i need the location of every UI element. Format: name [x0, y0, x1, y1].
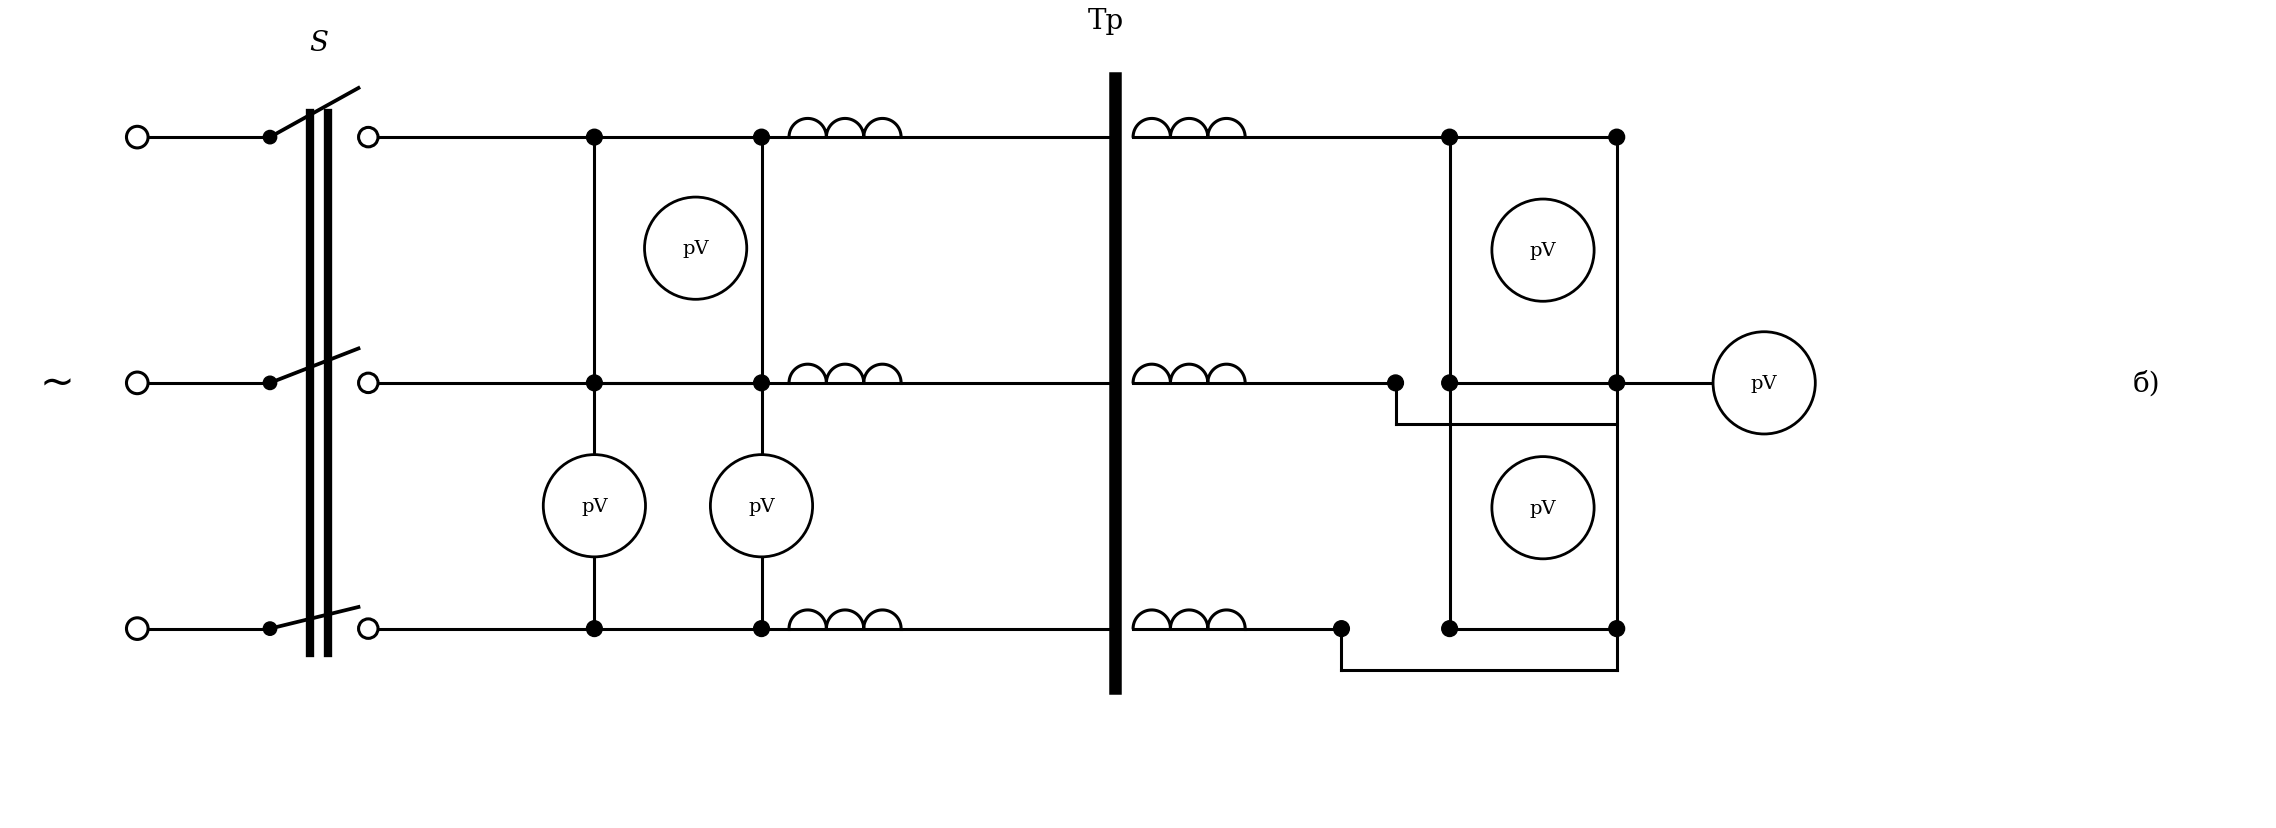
Text: pV: pV — [1529, 242, 1557, 260]
Text: pV: pV — [749, 497, 774, 515]
Circle shape — [1714, 332, 1816, 435]
Circle shape — [587, 621, 603, 637]
Circle shape — [264, 132, 278, 145]
Circle shape — [710, 455, 813, 557]
Circle shape — [1609, 621, 1625, 637]
Circle shape — [644, 198, 747, 300]
Text: S: S — [310, 31, 328, 57]
Text: ~: ~ — [39, 363, 75, 404]
Circle shape — [1334, 621, 1350, 637]
Text: б): б) — [2133, 370, 2160, 397]
Circle shape — [1441, 130, 1457, 146]
Text: pV: pV — [1529, 499, 1557, 517]
Circle shape — [1441, 376, 1457, 392]
Circle shape — [1491, 457, 1593, 559]
Circle shape — [1491, 200, 1593, 302]
Circle shape — [264, 622, 278, 636]
Text: Тр: Тр — [1088, 8, 1124, 35]
Circle shape — [753, 621, 769, 637]
Circle shape — [753, 376, 769, 392]
Circle shape — [753, 130, 769, 146]
Circle shape — [264, 377, 278, 390]
Circle shape — [587, 376, 603, 392]
Circle shape — [587, 130, 603, 146]
Circle shape — [1388, 376, 1404, 392]
Circle shape — [1441, 621, 1457, 637]
Text: pV: pV — [1750, 374, 1778, 392]
Circle shape — [544, 455, 646, 557]
Text: pV: pV — [683, 240, 708, 258]
Text: pV: pV — [580, 497, 608, 515]
Circle shape — [1609, 376, 1625, 392]
Circle shape — [1609, 130, 1625, 146]
